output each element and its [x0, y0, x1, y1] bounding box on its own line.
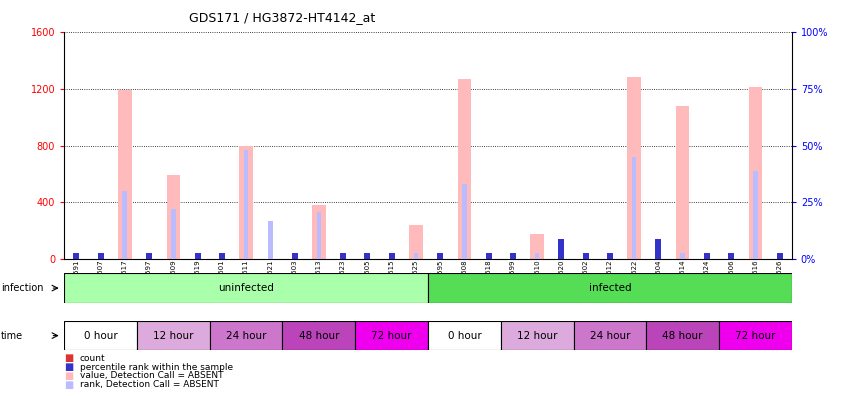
Bar	[409, 225, 423, 259]
Bar	[194, 253, 200, 259]
Text: 12 hour: 12 hour	[517, 331, 557, 341]
Text: ■: ■	[64, 353, 74, 364]
Bar	[98, 253, 104, 259]
Bar	[437, 253, 443, 259]
Bar	[681, 253, 685, 259]
Text: 12 hour: 12 hour	[153, 331, 193, 341]
Bar	[583, 253, 589, 259]
Text: infection: infection	[1, 283, 44, 293]
Bar	[558, 239, 564, 259]
Text: count: count	[80, 354, 105, 363]
Bar	[646, 321, 719, 350]
Bar	[282, 321, 355, 350]
Bar	[413, 253, 419, 259]
Text: uninfected: uninfected	[218, 283, 274, 293]
Text: 72 hour: 72 hour	[372, 331, 412, 341]
Bar	[64, 273, 428, 303]
Bar	[312, 205, 325, 259]
Bar	[74, 253, 80, 259]
Bar	[749, 87, 762, 259]
Text: percentile rank within the sample: percentile rank within the sample	[80, 363, 233, 371]
Text: ■: ■	[64, 379, 74, 390]
Bar	[428, 273, 792, 303]
Bar	[728, 253, 734, 259]
Text: ■: ■	[64, 362, 74, 372]
Bar	[607, 253, 613, 259]
Bar	[462, 184, 467, 259]
Bar	[676, 106, 689, 259]
Bar	[122, 191, 128, 259]
Bar	[355, 321, 428, 350]
Text: 72 hour: 72 hour	[735, 331, 776, 341]
Bar	[171, 209, 175, 259]
Bar	[428, 321, 501, 350]
Bar	[485, 253, 491, 259]
Bar	[268, 221, 273, 259]
Text: 48 hour: 48 hour	[663, 331, 703, 341]
Text: infected: infected	[589, 283, 631, 293]
Bar	[219, 253, 225, 259]
Bar	[292, 253, 298, 259]
Bar	[753, 171, 758, 259]
Bar	[210, 321, 282, 350]
Bar	[137, 321, 210, 350]
Bar	[656, 239, 662, 259]
Text: value, Detection Call = ABSENT: value, Detection Call = ABSENT	[80, 371, 223, 380]
Bar	[365, 253, 371, 259]
Bar	[535, 253, 539, 259]
Text: 48 hour: 48 hour	[299, 331, 339, 341]
Text: time: time	[1, 331, 23, 341]
Text: ■: ■	[64, 371, 74, 381]
Bar	[704, 253, 710, 259]
Bar	[389, 253, 395, 259]
Bar	[244, 150, 248, 259]
Text: GDS171 / HG3872-HT4142_at: GDS171 / HG3872-HT4142_at	[189, 11, 376, 24]
Text: 24 hour: 24 hour	[226, 331, 266, 341]
Bar	[501, 321, 574, 350]
Bar	[574, 321, 646, 350]
Bar	[776, 253, 782, 259]
Bar	[317, 211, 321, 259]
Bar	[458, 79, 471, 259]
Bar	[118, 90, 132, 259]
Bar	[632, 157, 637, 259]
Bar	[167, 175, 180, 259]
Text: rank, Detection Call = ABSENT: rank, Detection Call = ABSENT	[80, 380, 218, 389]
Bar	[64, 321, 137, 350]
Text: 0 hour: 0 hour	[448, 331, 481, 341]
Text: 0 hour: 0 hour	[84, 331, 117, 341]
Bar	[510, 253, 516, 259]
Bar	[719, 321, 792, 350]
Bar	[340, 253, 346, 259]
Bar	[627, 77, 641, 259]
Bar	[146, 253, 152, 259]
Bar	[240, 146, 253, 259]
Text: 24 hour: 24 hour	[590, 331, 630, 341]
Bar	[531, 234, 544, 259]
